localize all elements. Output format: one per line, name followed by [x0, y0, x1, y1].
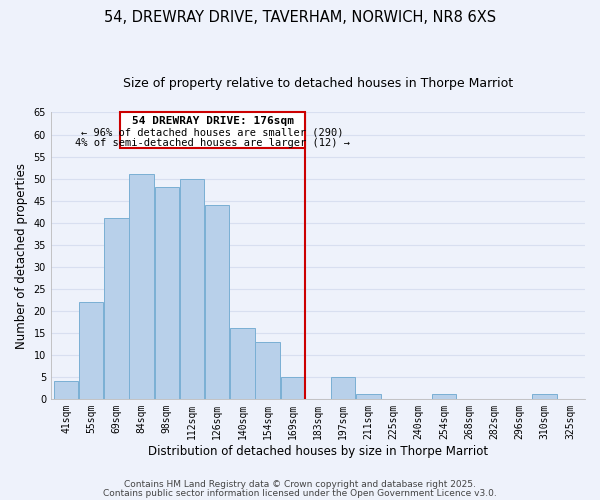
Bar [54, 381, 78, 399]
X-axis label: Distribution of detached houses by size in Thorpe Marriot: Distribution of detached houses by size … [148, 444, 488, 458]
Text: Contains public sector information licensed under the Open Government Licence v3: Contains public sector information licen… [103, 488, 497, 498]
Bar [432, 394, 456, 399]
Bar [104, 218, 128, 399]
Bar [130, 174, 154, 399]
Bar [155, 188, 179, 399]
Bar [356, 394, 380, 399]
FancyBboxPatch shape [120, 112, 305, 148]
Bar [256, 342, 280, 399]
Y-axis label: Number of detached properties: Number of detached properties [15, 162, 28, 348]
Bar [79, 302, 103, 399]
Bar [281, 377, 305, 399]
Bar [230, 328, 254, 399]
Bar [532, 394, 557, 399]
Text: 54, DREWRAY DRIVE, TAVERHAM, NORWICH, NR8 6XS: 54, DREWRAY DRIVE, TAVERHAM, NORWICH, NR… [104, 10, 496, 25]
Text: Contains HM Land Registry data © Crown copyright and database right 2025.: Contains HM Land Registry data © Crown c… [124, 480, 476, 489]
Bar [205, 205, 229, 399]
Text: ← 96% of detached houses are smaller (290): ← 96% of detached houses are smaller (29… [81, 128, 344, 138]
Title: Size of property relative to detached houses in Thorpe Marriot: Size of property relative to detached ho… [123, 78, 513, 90]
Text: 54 DREWRAY DRIVE: 176sqm: 54 DREWRAY DRIVE: 176sqm [131, 116, 293, 126]
Bar [331, 377, 355, 399]
Text: 4% of semi-detached houses are larger (12) →: 4% of semi-detached houses are larger (1… [75, 138, 350, 148]
Bar [180, 178, 204, 399]
